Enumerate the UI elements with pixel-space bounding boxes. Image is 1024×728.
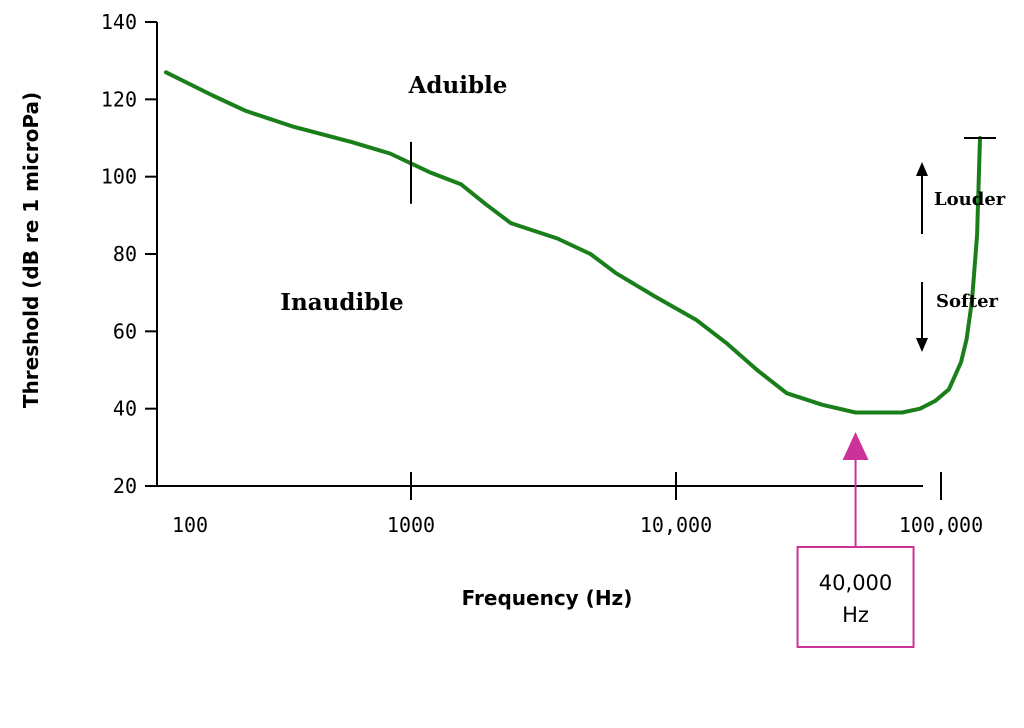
x-tick-label: 1000 [387, 513, 435, 537]
softer-label: Softer [936, 291, 999, 312]
x-tick-label: 10,000 [640, 513, 712, 537]
softer-arrow-icon [916, 282, 928, 352]
callout-arrowhead-icon [842, 432, 869, 460]
y-tick-label: 140 [101, 10, 137, 34]
frequency-callout: 40,000 Hz [796, 432, 915, 648]
x-tick-label: 100,000 [899, 513, 983, 537]
inaudible-region-label: Inaudible [280, 289, 403, 316]
audible-region-label: Aduible [408, 72, 508, 99]
y-axis-ticks: 20 40 60 80 100 120 140 [101, 10, 157, 498]
x-tick-label: 100 [172, 513, 208, 537]
y-tick-label: 40 [113, 397, 137, 421]
louder-arrow-icon [916, 162, 928, 234]
y-tick-label: 100 [101, 165, 137, 189]
threshold-curve [164, 70, 982, 415]
x-axis-ticks: 100 1000 10,000 100,000 [172, 472, 983, 537]
callout-value: 40,000 [819, 571, 892, 595]
y-tick-label: 60 [113, 319, 137, 343]
y-tick-label: 80 [113, 242, 137, 266]
louder-label: Louder [934, 189, 1006, 210]
y-axis-title: Threshold (dB re 1 microPa) [19, 92, 43, 408]
y-tick-label: 20 [113, 474, 137, 498]
callout-box [796, 546, 915, 648]
y-tick-label: 120 [101, 87, 137, 111]
x-axis-title: Frequency (Hz) [462, 586, 633, 610]
callout-unit: Hz [842, 603, 869, 627]
